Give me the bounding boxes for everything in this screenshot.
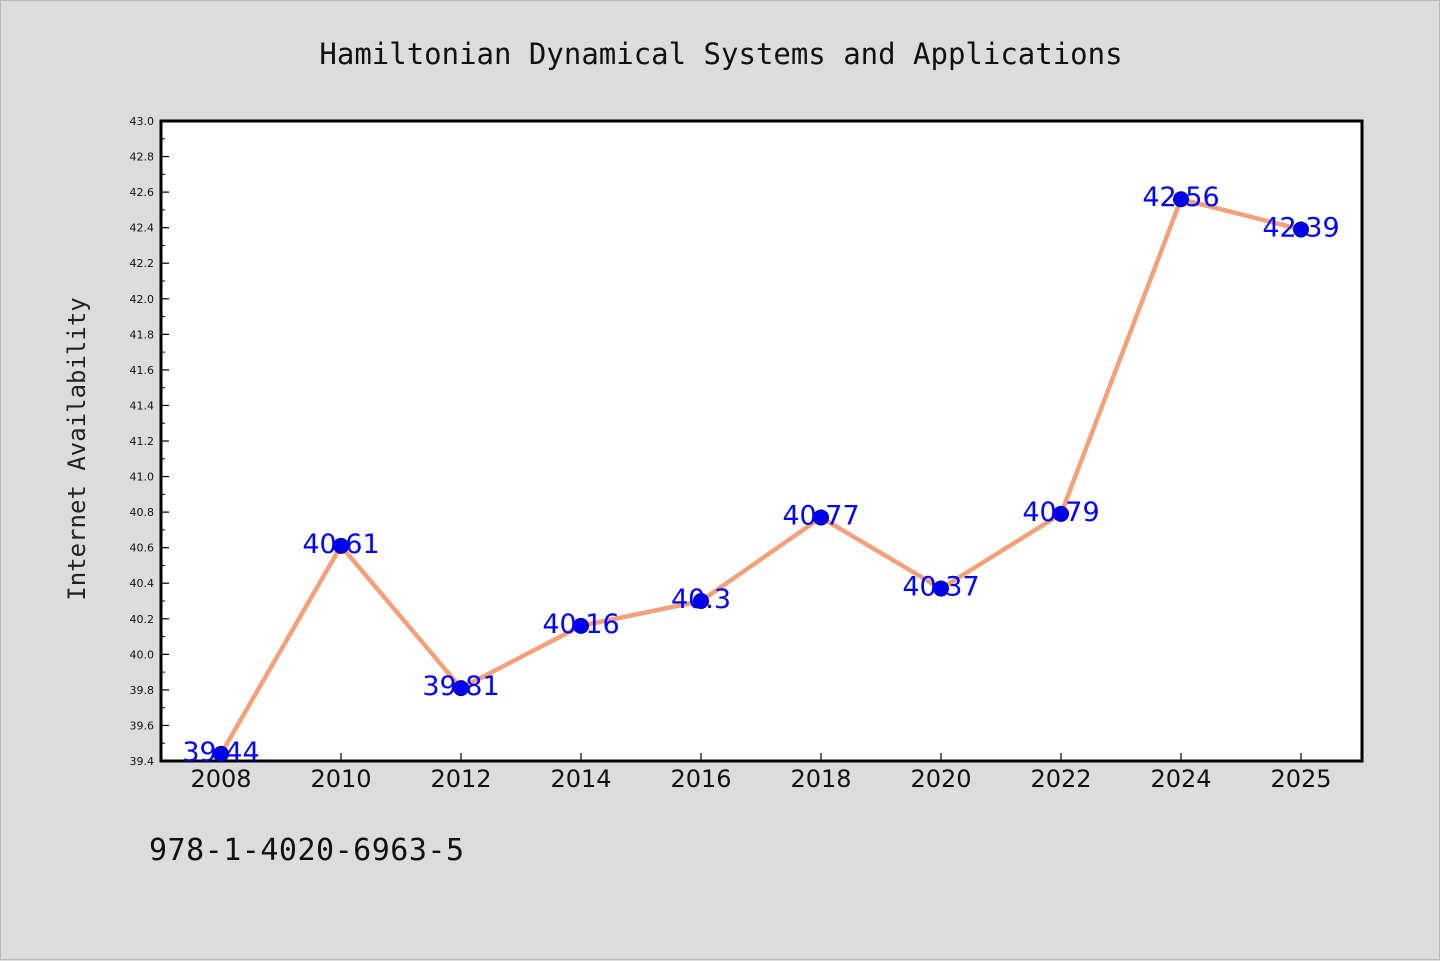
data-label: 40.3 [671,584,731,615]
y-tick-label: 40.6 [130,542,155,555]
plot-area [159,119,1364,763]
data-labels: 39.44 40.61 39.81 40.16 40.3 40.77 40.37 40.79 4… [182,182,1339,768]
data-label: 40.61 [302,529,379,560]
y-tick-label: 42.6 [130,186,155,199]
chart-title: Hamiltonian Dynamical Systems and Applic… [319,37,1122,71]
data-point [213,745,229,762]
y-tick-label: 42.8 [130,151,155,164]
y-axis-ticks: 39.4 39.6 39.8 40.0 40.2 40.4 40.6 40.8 41.0 41.2… [130,115,169,768]
y-tick-label: 41.6 [130,364,155,377]
isbn-footer: 978-1-4020-6963-5 [149,833,465,868]
data-point [813,509,829,526]
x-axis-ticks: 2008 2010 2012 2014 2016 2018 2020 2022 2024 2025 [190,753,1332,793]
y-tick-label: 42.2 [130,257,155,270]
y-tick-label: 40.4 [130,577,155,590]
data-point [933,580,949,597]
data-point [1173,191,1189,208]
x-tick-label: 2010 [310,765,371,793]
x-tick-label: 2018 [790,765,851,793]
data-label: 40.77 [782,500,859,531]
data-label: 40.79 [1022,497,1099,528]
series-line [213,191,1309,762]
data-label: 39.81 [422,671,499,702]
data-label: 40.16 [542,609,619,640]
data-point [1293,221,1309,238]
y-tick-label: 40.8 [130,506,155,519]
data-label: 42.39 [1262,212,1339,243]
y-tick-label: 42.0 [130,293,155,306]
x-tick-label: 2012 [430,765,491,793]
y-tick-label: 40.2 [130,613,155,626]
data-point [693,593,709,609]
data-label: 40.37 [902,572,979,603]
y-tick-label: 41.2 [130,435,155,448]
series-path [219,196,1302,756]
data-point [1053,505,1069,522]
y-tick-label: 39.4 [130,755,155,768]
data-label: 42.56 [1142,182,1219,213]
data-point [453,680,469,697]
y-tick-label: 42.4 [130,222,155,235]
y-tick-label: 41.4 [130,399,155,412]
y-tick-label: 40.0 [130,648,155,661]
y-tick-label: 43.0 [130,115,155,128]
x-tick-label: 2016 [670,765,731,793]
y-tick-label: 39.6 [130,719,155,732]
x-tick-label: 2022 [1030,765,1091,793]
y-tick-label: 41.8 [130,328,155,341]
x-tick-label: 2008 [190,765,251,793]
x-tick-label: 2020 [910,765,971,793]
data-point [333,537,349,554]
y-axis-label: Internet Availability [63,297,91,600]
y-tick-label: 39.8 [130,684,155,697]
y-tick-label: 41.0 [130,471,155,484]
x-tick-label: 2024 [1150,765,1211,793]
x-tick-label: 2025 [1270,765,1331,793]
x-tick-label: 2014 [550,765,611,793]
data-label: 39.44 [182,737,259,768]
data-point [573,617,589,634]
